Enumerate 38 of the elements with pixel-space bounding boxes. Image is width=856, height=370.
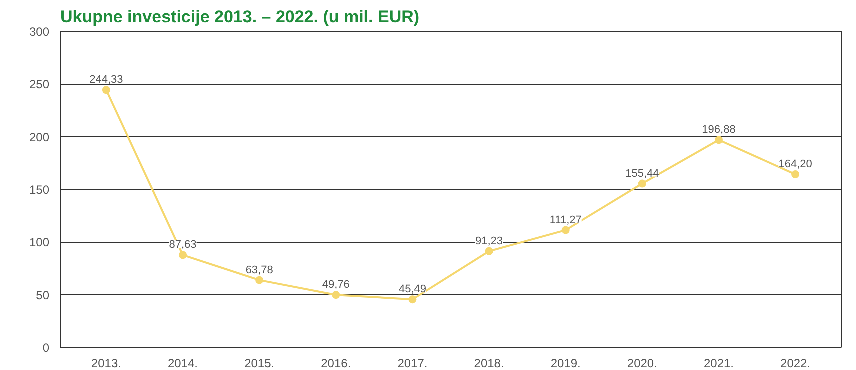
data-label: 164,20 (778, 158, 812, 171)
y-tick-label: 50 (36, 288, 50, 302)
y-tick-label: 100 (29, 236, 50, 250)
data-label: 63,78 (246, 264, 274, 276)
x-tick-label: 2019. (550, 356, 581, 370)
point (408, 296, 417, 304)
data-label: 244,33 (90, 74, 124, 86)
x-tick-label: 2014. (168, 356, 198, 370)
point (792, 170, 800, 179)
point (562, 226, 570, 234)
point (714, 136, 723, 144)
x-tick-label: 2015. (244, 356, 275, 370)
x-tick-label: 2018. (474, 356, 504, 370)
x-tick-label: 2017. (398, 356, 428, 370)
point (485, 247, 494, 256)
x-tick-label: 2021. (704, 356, 734, 370)
x-tick-label: 2022. (780, 356, 811, 370)
point (256, 276, 264, 284)
point (638, 180, 646, 188)
y-tick-label: 0 (42, 341, 50, 355)
data-label: 155,44 (626, 168, 660, 180)
y-tick-label: 200 (29, 130, 50, 144)
point (102, 86, 110, 94)
data-label: 49,76 (322, 279, 350, 292)
chart-title: Ukupne investicije 2013. – 2022. (u mil. EUR) (60, 8, 420, 26)
x-tick-label: 2016. (321, 356, 352, 370)
data-label: 87,63 (169, 239, 197, 252)
point (332, 291, 340, 300)
y-tick-label: 250 (29, 78, 50, 92)
data-label: 91,23 (476, 235, 504, 248)
data-label: 111,27 (550, 214, 582, 226)
x-tick-label: 2020. (627, 356, 658, 370)
y-tick-label: 300 (29, 25, 50, 39)
data-label: 45,49 (398, 284, 426, 296)
data-label: 196,88 (702, 124, 736, 136)
y-tick-label: 150 (29, 183, 50, 197)
point (179, 251, 188, 260)
x-tick-label: 2013. (91, 356, 122, 370)
